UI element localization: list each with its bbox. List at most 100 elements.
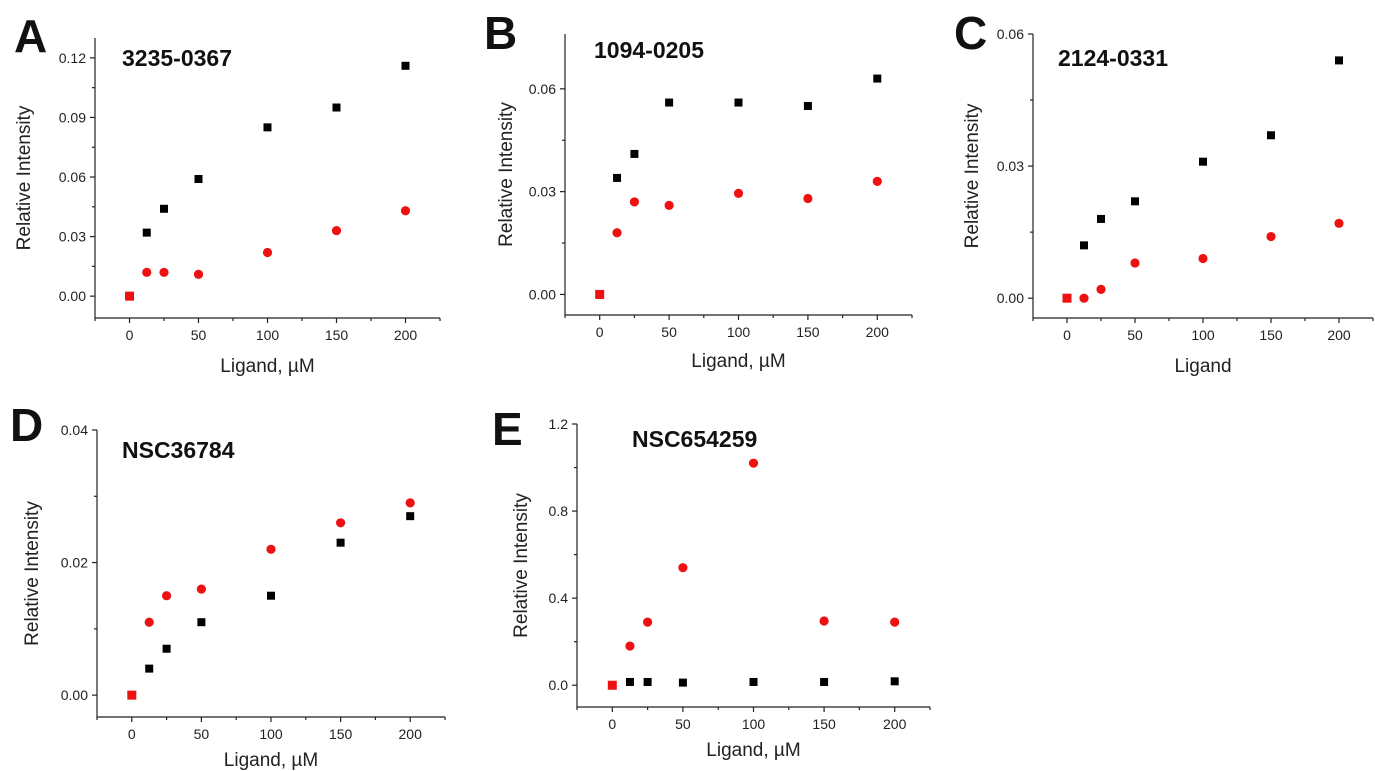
data-point-square (332, 103, 341, 112)
data-point-circle (142, 267, 152, 277)
y-tick-label: 0.03 (529, 184, 556, 200)
data-point-circle (262, 247, 273, 258)
data-point-circle (1096, 284, 1106, 294)
y-tick-label: 0.12 (59, 50, 86, 66)
x-tick-label: 200 (866, 324, 890, 340)
x-tick-label: 50 (661, 324, 677, 340)
data-point-circle (748, 458, 759, 468)
data-point-circle (1079, 293, 1089, 303)
data-point-square (1267, 131, 1275, 140)
data-point-origin (1062, 293, 1072, 303)
x-tick-label: 0 (128, 726, 136, 742)
data-point-square (1131, 197, 1139, 206)
data-point-circle (331, 226, 342, 236)
data-point-circle (405, 498, 415, 508)
panel-letter: A (14, 10, 47, 62)
data-point-square (873, 74, 882, 83)
data-point-square (1199, 157, 1207, 166)
x-tick-label: 0 (596, 324, 604, 340)
data-point-circle (336, 518, 346, 528)
data-point-square (1335, 56, 1343, 65)
data-point-circle (872, 176, 882, 186)
data-point-circle (625, 641, 635, 651)
chart-panel-e: 0 50 100 150 200 0.0 0.4 0.8 1.2 Ligand, µM Relati… (492, 403, 931, 761)
data-point-circle (890, 617, 900, 627)
data-point-square (625, 677, 634, 686)
data-point-circle (733, 188, 744, 198)
y-tick-label: 0.02 (61, 555, 88, 571)
data-point-square (145, 664, 154, 673)
data-point-square (263, 123, 272, 132)
data-point-circle (664, 200, 674, 210)
data-point-circle (1198, 253, 1208, 264)
compound-title: 2124-0331 (1058, 45, 1168, 71)
compound-title: 3235-0367 (122, 45, 232, 71)
data-point-square (162, 644, 171, 653)
y-tick-label: 0.00 (997, 290, 1024, 306)
y-tick-label: 0.00 (61, 687, 88, 703)
data-point-square (197, 618, 206, 627)
data-point-origin (595, 289, 605, 299)
data-point-circle (266, 544, 276, 554)
data-point-circle (1130, 258, 1140, 268)
y-tick-label: 0.00 (59, 288, 86, 304)
data-point-circle (1266, 231, 1276, 242)
data-point-circle (159, 267, 169, 277)
y-tick-label: 0.03 (59, 229, 86, 245)
x-tick-label: 200 (883, 716, 907, 732)
chart-panel-b: 0 50 100 150 200 0.00 0.03 0.06 Ligand, µM Relati… (484, 7, 913, 372)
data-point-circle (643, 617, 653, 627)
x-tick-label: 150 (796, 324, 820, 340)
data-point-square (1080, 241, 1088, 250)
data-point-circle (819, 616, 829, 626)
data-point-circle (612, 228, 622, 238)
x-tick-label: 100 (727, 324, 751, 340)
data-point-origin (127, 690, 137, 700)
panel-letter: D (10, 399, 43, 451)
x-axis-title: Ligand, µM (220, 356, 314, 377)
y-tick-label: 1.2 (549, 416, 569, 432)
panel-letter: E (492, 403, 523, 455)
data-point-square (406, 512, 415, 521)
x-tick-label: 100 (259, 726, 283, 742)
data-point-square (803, 101, 812, 110)
y-tick-label: 0.06 (59, 169, 86, 185)
panel-letter: C (954, 7, 987, 59)
compound-title: 1094-0205 (594, 37, 704, 63)
data-point-square (820, 677, 829, 686)
data-point-circle (803, 193, 813, 204)
x-tick-label: 150 (329, 726, 353, 742)
y-tick-label: 0.06 (997, 26, 1024, 42)
data-point-circle (162, 591, 172, 601)
data-point-square (665, 98, 674, 107)
y-axis-title: Relative Intensity (511, 493, 532, 638)
x-tick-label: 200 (399, 726, 423, 742)
data-point-circle (193, 269, 204, 279)
x-tick-label: 0 (126, 327, 134, 343)
x-axis-title: Ligand, µM (224, 750, 318, 771)
y-axis-title: Relative Intensity (22, 501, 43, 646)
data-point-circle (629, 197, 640, 207)
data-point-square (1097, 214, 1105, 223)
data-point-square (336, 538, 345, 547)
chart-panel-a: 0 50 100 150 200 0.00 0.03 0.06 0.09 0.12 Ligand, … (14, 10, 441, 377)
data-point-square (890, 677, 899, 686)
data-point-square (643, 677, 652, 686)
data-point-square (749, 677, 758, 686)
x-tick-label: 150 (1259, 327, 1283, 343)
chart-panel-d: 0 50 100 150 200 0.00 0.02 0.04 Ligand, µM Relati… (10, 399, 446, 771)
x-tick-label: 100 (1191, 327, 1215, 343)
x-axis-title: Ligand, µM (691, 351, 785, 372)
y-tick-label: 0.06 (529, 81, 556, 97)
data-point-square (142, 228, 151, 237)
data-point-circle (196, 584, 206, 594)
x-tick-label: 0 (1063, 327, 1071, 343)
y-tick-label: 0.04 (61, 422, 88, 438)
y-tick-label: 0.09 (59, 109, 86, 125)
data-point-circle (400, 206, 411, 216)
data-point-square (734, 98, 743, 107)
y-tick-label: 0.03 (997, 158, 1024, 174)
x-axis-title: Ligand, µM (706, 740, 800, 761)
data-point-square (160, 204, 168, 213)
